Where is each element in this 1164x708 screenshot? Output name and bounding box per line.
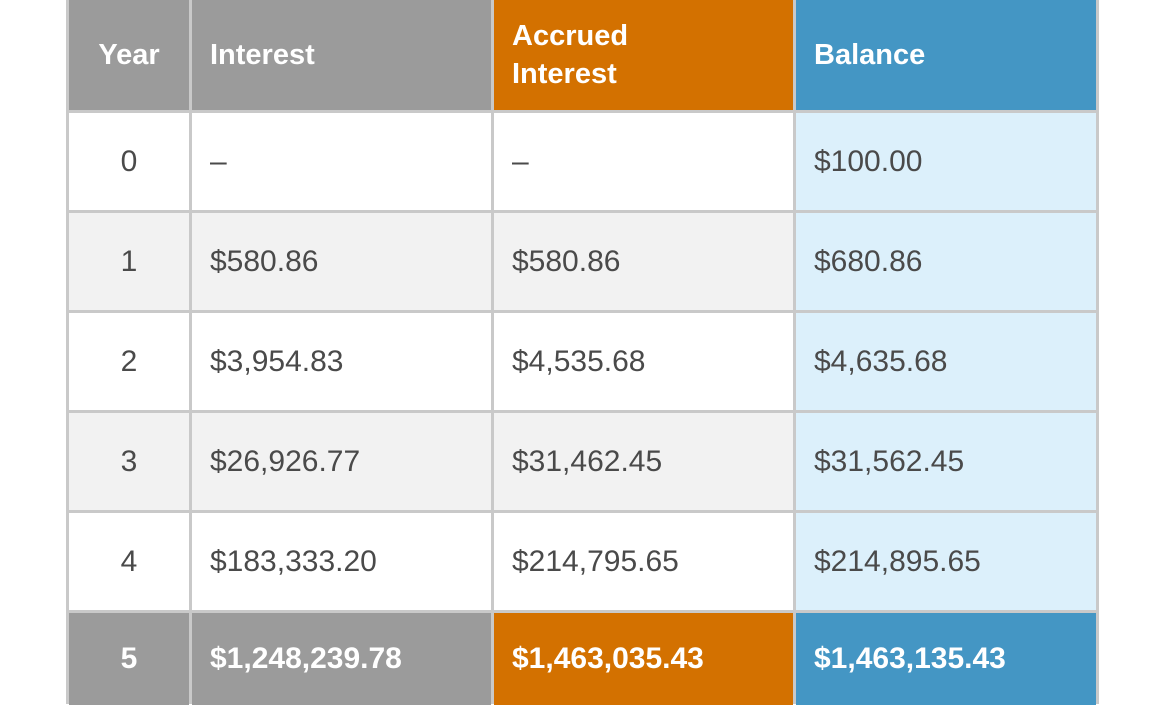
accrued-interest-cell: $214,795.65	[494, 513, 793, 610]
compound-interest-table: Year Interest Accrued Interest Balance 0…	[66, 0, 1099, 708]
accrued-interest-cell: $1,463,035.43	[494, 613, 793, 705]
interest-table-container: Year Interest Accrued Interest Balance 0…	[66, 0, 1099, 705]
interest-cell: –	[192, 113, 491, 210]
accrued-interest-cell: –	[494, 113, 793, 210]
year-cell: 3	[69, 413, 189, 510]
balance-cell: $4,635.68	[796, 313, 1096, 410]
accrued-header-line-1: Accrued	[512, 20, 629, 52]
column-header-interest: Interest	[192, 0, 491, 110]
accrued-interest-cell: $580.86	[494, 213, 793, 310]
interest-cell: $3,954.83	[192, 313, 491, 410]
interest-cell: $183,333.20	[192, 513, 491, 610]
table-row: 2 $3,954.83 $4,535.68 $4,635.68	[69, 313, 1096, 410]
final-year-row: 5 $1,248,239.78 $1,463,035.43 $1,463,135…	[69, 613, 1096, 705]
table-row: 4 $183,333.20 $214,795.65 $214,895.65	[69, 513, 1096, 610]
accrued-header-line-2: Interest	[512, 58, 617, 90]
table-row: 1 $580.86 $580.86 $680.86	[69, 213, 1096, 310]
balance-cell: $680.86	[796, 213, 1096, 310]
balance-cell: $1,463,135.43	[796, 613, 1096, 705]
table-row: 0 – – $100.00	[69, 113, 1096, 210]
accrued-interest-cell: $31,462.45	[494, 413, 793, 510]
header-row: Year Interest Accrued Interest Balance	[69, 0, 1096, 110]
year-cell: 5	[69, 613, 189, 705]
year-cell: 2	[69, 313, 189, 410]
year-cell: 1	[69, 213, 189, 310]
year-cell: 0	[69, 113, 189, 210]
column-header-accrued-interest: Accrued Interest	[494, 0, 793, 110]
interest-cell: $1,248,239.78	[192, 613, 491, 705]
balance-cell: $31,562.45	[796, 413, 1096, 510]
interest-cell: $580.86	[192, 213, 491, 310]
balance-cell: $214,895.65	[796, 513, 1096, 610]
column-header-year: Year	[69, 0, 189, 110]
balance-cell: $100.00	[796, 113, 1096, 210]
accrued-interest-cell: $4,535.68	[494, 313, 793, 410]
table-row: 3 $26,926.77 $31,462.45 $31,562.45	[69, 413, 1096, 510]
interest-cell: $26,926.77	[192, 413, 491, 510]
column-header-balance: Balance	[796, 0, 1096, 110]
year-cell: 4	[69, 513, 189, 610]
